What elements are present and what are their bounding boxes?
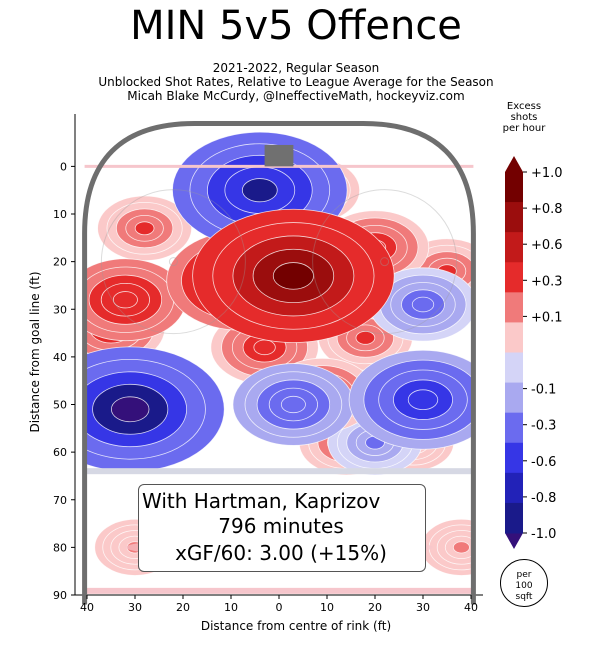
faceoff-circle	[100, 189, 246, 335]
colorbar-band	[505, 292, 523, 323]
colorbar-tick-label: +1.0	[531, 166, 563, 181]
colorbar-tick-label: -0.8	[531, 491, 556, 506]
hotspot	[348, 349, 474, 450]
hotspot-contour	[355, 330, 376, 345]
colorbar-tick-label: -0.1	[531, 383, 556, 398]
colorbar-band	[505, 202, 523, 233]
hotspot-contour	[411, 296, 435, 313]
colorbar: +1.0 +0.8 +0.6 +0.3 +0.1 -0.1 -0.3 -0.6 -0.8 -1.0	[505, 156, 563, 549]
x-axis-label: Distance from centre of rink (ft)	[200, 619, 392, 633]
colorbar-tick-label: -0.6	[531, 455, 556, 470]
hotspot-contour	[134, 221, 155, 236]
x-tick-label: 40	[80, 601, 94, 614]
centre-red-line	[84, 587, 474, 594]
hotspot-contour	[241, 178, 278, 203]
y-axis-label: Distance from goal line (ft)	[28, 271, 42, 433]
faceoff-circle	[312, 189, 458, 335]
colorbar-band	[505, 322, 523, 353]
colorbar-tick-label: -0.3	[531, 419, 556, 434]
x-tick-label: 20	[176, 601, 190, 614]
colorbar-band	[505, 442, 523, 474]
x-tick-label: 0	[276, 601, 283, 614]
blue-line	[84, 468, 474, 475]
hotspot	[84, 258, 187, 342]
goal-net	[264, 144, 294, 167]
colorbar-tick-label: +0.6	[531, 238, 563, 253]
hotspot-contour	[407, 389, 439, 411]
hotspot-contour	[272, 262, 314, 290]
colorbar-tick-label: +0.8	[531, 202, 563, 217]
colorbar-title: Excess shots per hour	[502, 101, 546, 134]
colorbar-tick-label: -1.0	[531, 527, 556, 542]
hotspot-contour	[110, 396, 150, 423]
colorbar-tick-label: +0.3	[531, 274, 563, 289]
colorbar-band	[505, 172, 523, 203]
subtitle-description: Unblocked Shot Rates, Relative to League…	[98, 75, 494, 89]
y-tick-label: 10	[53, 208, 67, 221]
colorbar-band	[505, 382, 523, 414]
colorbar-band	[505, 502, 523, 534]
hotspot-contour	[112, 291, 138, 309]
faceoff-dot	[168, 257, 178, 267]
colorbar-band	[505, 472, 523, 504]
y-tick-label: 20	[53, 256, 67, 269]
y-tick-label: 50	[53, 399, 67, 412]
colorbar-band	[505, 412, 523, 444]
hotspot	[84, 346, 225, 473]
colorbar-band	[505, 262, 523, 293]
hotspot	[192, 208, 395, 343]
x-tick-label: 10	[320, 601, 334, 614]
subtitle-author: Micah Blake McCurdy, @IneffectiveMath, h…	[127, 89, 465, 103]
x-tick-label: 30	[128, 601, 142, 614]
axis-ticks: 40 30 20 10 0 10 20 30 40 0 10 20 30 40 50 60 70 80 90	[53, 160, 478, 614]
x-tick-label: 20	[368, 601, 382, 614]
colorbar-band	[505, 232, 523, 263]
unit-badge-text: per 100 sqft	[515, 570, 533, 602]
annotation-players: With Hartman, Kaprizov	[142, 489, 381, 513]
y-tick-label: 30	[53, 303, 67, 316]
y-tick-label: 0	[60, 160, 67, 173]
x-tick-label: 10	[224, 601, 238, 614]
subtitle-season: 2021-2022, Regular Season	[212, 61, 380, 75]
x-tick-label: 30	[416, 601, 430, 614]
y-tick-label: 70	[53, 494, 67, 507]
annotation-minutes: 796 minutes	[218, 514, 344, 538]
faceoff-dot	[380, 257, 390, 267]
hotspot	[232, 363, 355, 446]
colorbar-band	[505, 352, 523, 384]
hotspot-contour	[280, 395, 306, 414]
annotation-box	[138, 484, 426, 572]
chart-title: MIN 5v5 Offence	[130, 3, 462, 49]
heatmap-contours	[84, 131, 474, 576]
hotspot	[97, 195, 193, 262]
y-tick-label: 90	[53, 589, 67, 602]
hotspot-contour	[452, 541, 470, 554]
boards	[82, 121, 476, 605]
y-tick-label: 40	[53, 351, 67, 364]
unit-badge-circle	[500, 559, 548, 607]
colorbar-top-arrow	[505, 156, 523, 172]
x-tick-label: 40	[464, 601, 478, 614]
y-tick-label: 80	[53, 541, 67, 554]
hotspot	[420, 518, 474, 576]
annotation-xgf: xGF/60: 3.00 (+15%)	[175, 541, 387, 565]
y-tick-label: 60	[53, 446, 67, 459]
hotspot	[368, 267, 474, 342]
colorbar-bottom-arrow	[505, 533, 523, 549]
colorbar-tick-label: +0.1	[531, 310, 563, 325]
hotspot-contour	[253, 339, 276, 356]
